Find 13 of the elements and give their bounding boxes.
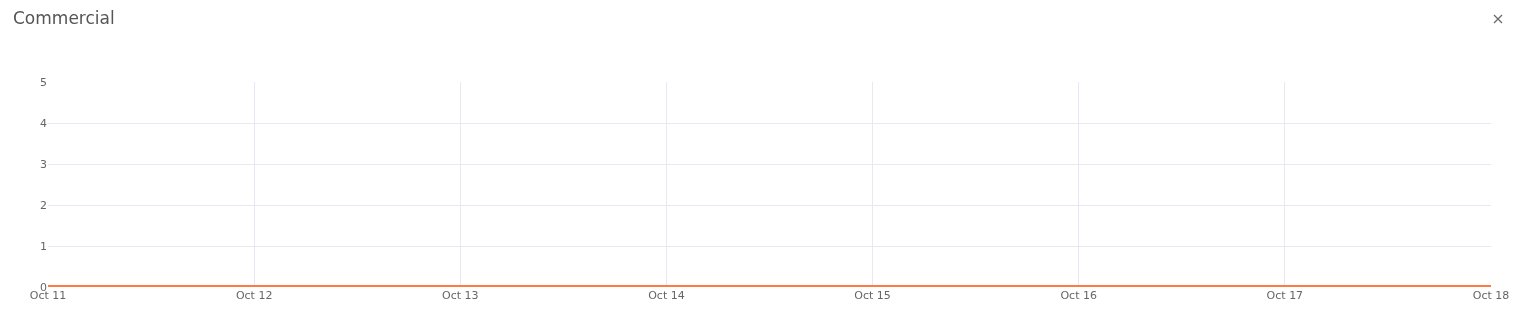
y-tick-label: 4 bbox=[40, 116, 47, 130]
x-tick-label: Oct 15 bbox=[854, 289, 891, 302]
y-tick-label: 1 bbox=[40, 239, 47, 253]
x-tick-label: Oct 14 bbox=[648, 289, 685, 302]
y-tick-label: 3 bbox=[40, 157, 47, 171]
x-tick-label: Oct 13 bbox=[442, 289, 479, 302]
x-tick-label: Oct 16 bbox=[1060, 289, 1097, 302]
x-tick-label: Oct 17 bbox=[1266, 289, 1304, 302]
y-tick-label: 2 bbox=[40, 198, 47, 212]
chart-title: Commercial bbox=[13, 7, 115, 28]
x-tick-label: Oct 18 bbox=[1472, 289, 1510, 302]
x-tick-label: Oct 12 bbox=[235, 289, 273, 302]
y-tick-label: 5 bbox=[40, 75, 47, 89]
